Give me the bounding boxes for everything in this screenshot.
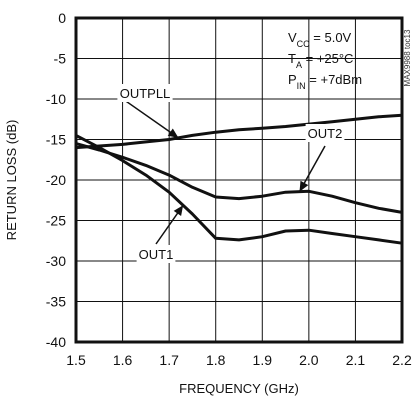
- annotation-arrowhead: [167, 128, 179, 138]
- plot-frame: [74, 16, 404, 344]
- x-tick-label: 1.7: [159, 352, 179, 368]
- annotation-label-bg: [136, 245, 176, 263]
- x-tick-label: 1.6: [113, 352, 133, 368]
- series-lines: [75, 113, 403, 245]
- series-label-out2: OUT2: [308, 126, 343, 141]
- condition-symbol: T: [288, 51, 296, 66]
- condition-subscript: IN: [297, 81, 306, 91]
- annotation-leader: [119, 96, 179, 139]
- y-tick-label: -15: [46, 132, 66, 148]
- x-tick-label: 1.5: [66, 352, 86, 368]
- annotation-label-bg: [117, 84, 173, 102]
- annotation-arrowhead: [299, 180, 309, 192]
- x-axis-title: FREQUENCY (GHz): [179, 381, 299, 396]
- condition-subscript: CC: [297, 39, 310, 49]
- x-tick-label: 2.0: [299, 352, 319, 368]
- condition-line: PIN = +7dBm: [288, 72, 362, 91]
- condition-subscript: A: [296, 60, 302, 70]
- y-tick-label: 0: [58, 10, 66, 26]
- series-annotations: OUTPLL OUT2 OUT1: [117, 84, 345, 263]
- grid: [75, 17, 403, 343]
- condition-line: VCC = 5.0V: [288, 30, 352, 49]
- y-tick-label: -35: [46, 294, 66, 310]
- x-tick-label: 1.8: [206, 352, 226, 368]
- y-axis-title: RETURN LOSS (dB): [4, 120, 19, 241]
- y-tick-label: -25: [46, 213, 66, 229]
- series-line-out1: [75, 134, 403, 245]
- annotation-arrowhead: [173, 205, 184, 216]
- x-tick-label: 2.2: [392, 352, 412, 368]
- test-conditions: VCC = 5.0V TA = +25°C PIN = +7dBm: [288, 30, 362, 91]
- x-tick-labels: 1.5 1.6 1.7 1.8 1.9 2.0 2.1 2.2: [66, 352, 412, 368]
- y-tick-label: -5: [54, 51, 67, 67]
- y-tick-label: -30: [46, 253, 66, 269]
- condition-symbol: P: [288, 72, 297, 87]
- x-tick-label: 2.1: [346, 352, 366, 368]
- annotation-label-bg: [305, 124, 345, 142]
- x-tick-label: 1.9: [253, 352, 273, 368]
- y-tick-label: -20: [46, 172, 66, 188]
- series-label-outpll: OUTPLL: [120, 86, 171, 101]
- condition-value: = 5.0V: [310, 30, 352, 45]
- condition-symbol: V: [288, 30, 297, 45]
- condition-value: = +25°C: [302, 51, 353, 66]
- series-line-outpll: [75, 113, 403, 150]
- y-tick-label: -10: [46, 91, 66, 107]
- figure-id-label: MAX9988 toc13: [403, 29, 412, 86]
- series-line-out2: [75, 142, 403, 214]
- y-tick-labels: 0 -5 -10 -15 -20 -25 -30 -35 -40: [46, 10, 66, 350]
- y-tick-label: -40: [46, 334, 66, 350]
- series-label-out1: OUT1: [139, 247, 174, 262]
- condition-value: = +7dBm: [306, 72, 362, 87]
- condition-line: TA = +25°C: [288, 51, 353, 70]
